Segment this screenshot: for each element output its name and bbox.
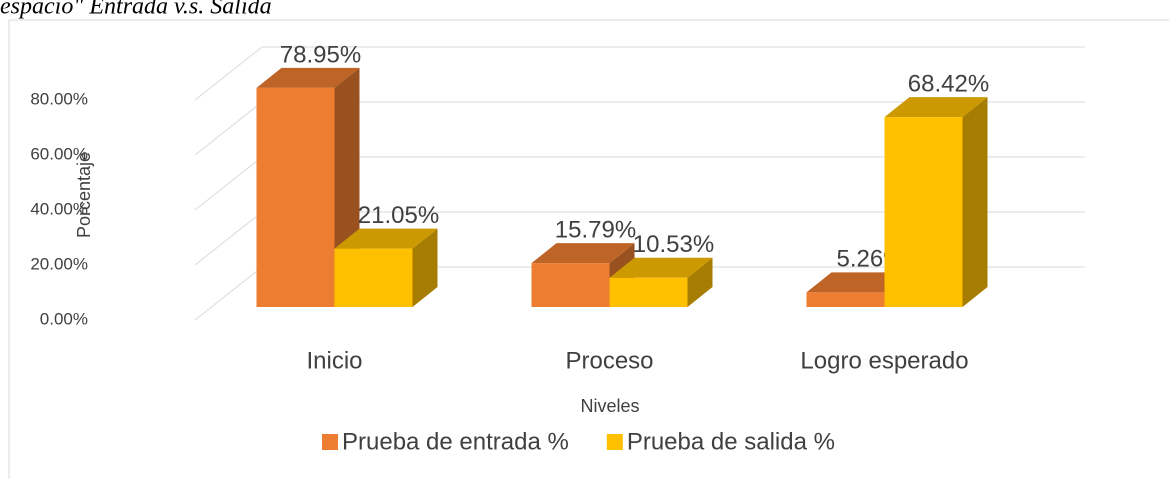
bar-top [609, 257, 713, 278]
y-axis-label: Porcentaje [74, 152, 94, 238]
bar-front [806, 292, 885, 307]
y-tick-label: 0.00% [40, 309, 88, 328]
bar-front [609, 277, 688, 307]
legend-swatch [606, 434, 623, 450]
y-tick-label: 80.00% [30, 89, 88, 108]
bar-front [884, 117, 963, 308]
bar-top [256, 67, 360, 88]
legend-label: Prueba de entrada % [342, 428, 569, 455]
y-tick-label: 40.00% [30, 199, 88, 218]
bar [334, 228, 438, 307]
bar-front [531, 263, 610, 307]
grid-line [194, 46, 263, 101]
bar-side [962, 97, 988, 308]
legend-swatch [322, 434, 338, 450]
bar-top [334, 228, 438, 249]
bar [609, 257, 713, 307]
bar-side [412, 228, 438, 307]
bar-front [256, 87, 335, 307]
grid-line [194, 156, 263, 211]
x-tick-label: Inicio [306, 347, 362, 374]
chart-title: espacio" Entrada v.s. Salida [0, 0, 272, 20]
bar-front [334, 248, 413, 307]
bar-top [531, 243, 635, 264]
x-tick-label: Proceso [565, 347, 653, 374]
data-label: 10.53% [633, 231, 714, 258]
y-tick-label: 60.00% [30, 144, 88, 163]
grid-line [194, 266, 263, 321]
data-label: 21.05% [358, 202, 439, 229]
grid-line [194, 101, 263, 156]
y-tick-label: 20.00% [30, 254, 88, 273]
data-label: 68.42% [908, 70, 989, 97]
data-label: 78.95% [280, 41, 361, 68]
legend-label: Prueba de salida % [627, 428, 835, 455]
x-tick-label: Logro esperado [800, 347, 968, 374]
grid-line [194, 211, 263, 266]
bar-top [806, 272, 910, 293]
bar-top [884, 97, 988, 118]
bar-side [687, 257, 713, 307]
data-label: 15.79% [555, 217, 636, 244]
bar [884, 97, 988, 308]
x-axis-label: Niveles [580, 396, 639, 416]
